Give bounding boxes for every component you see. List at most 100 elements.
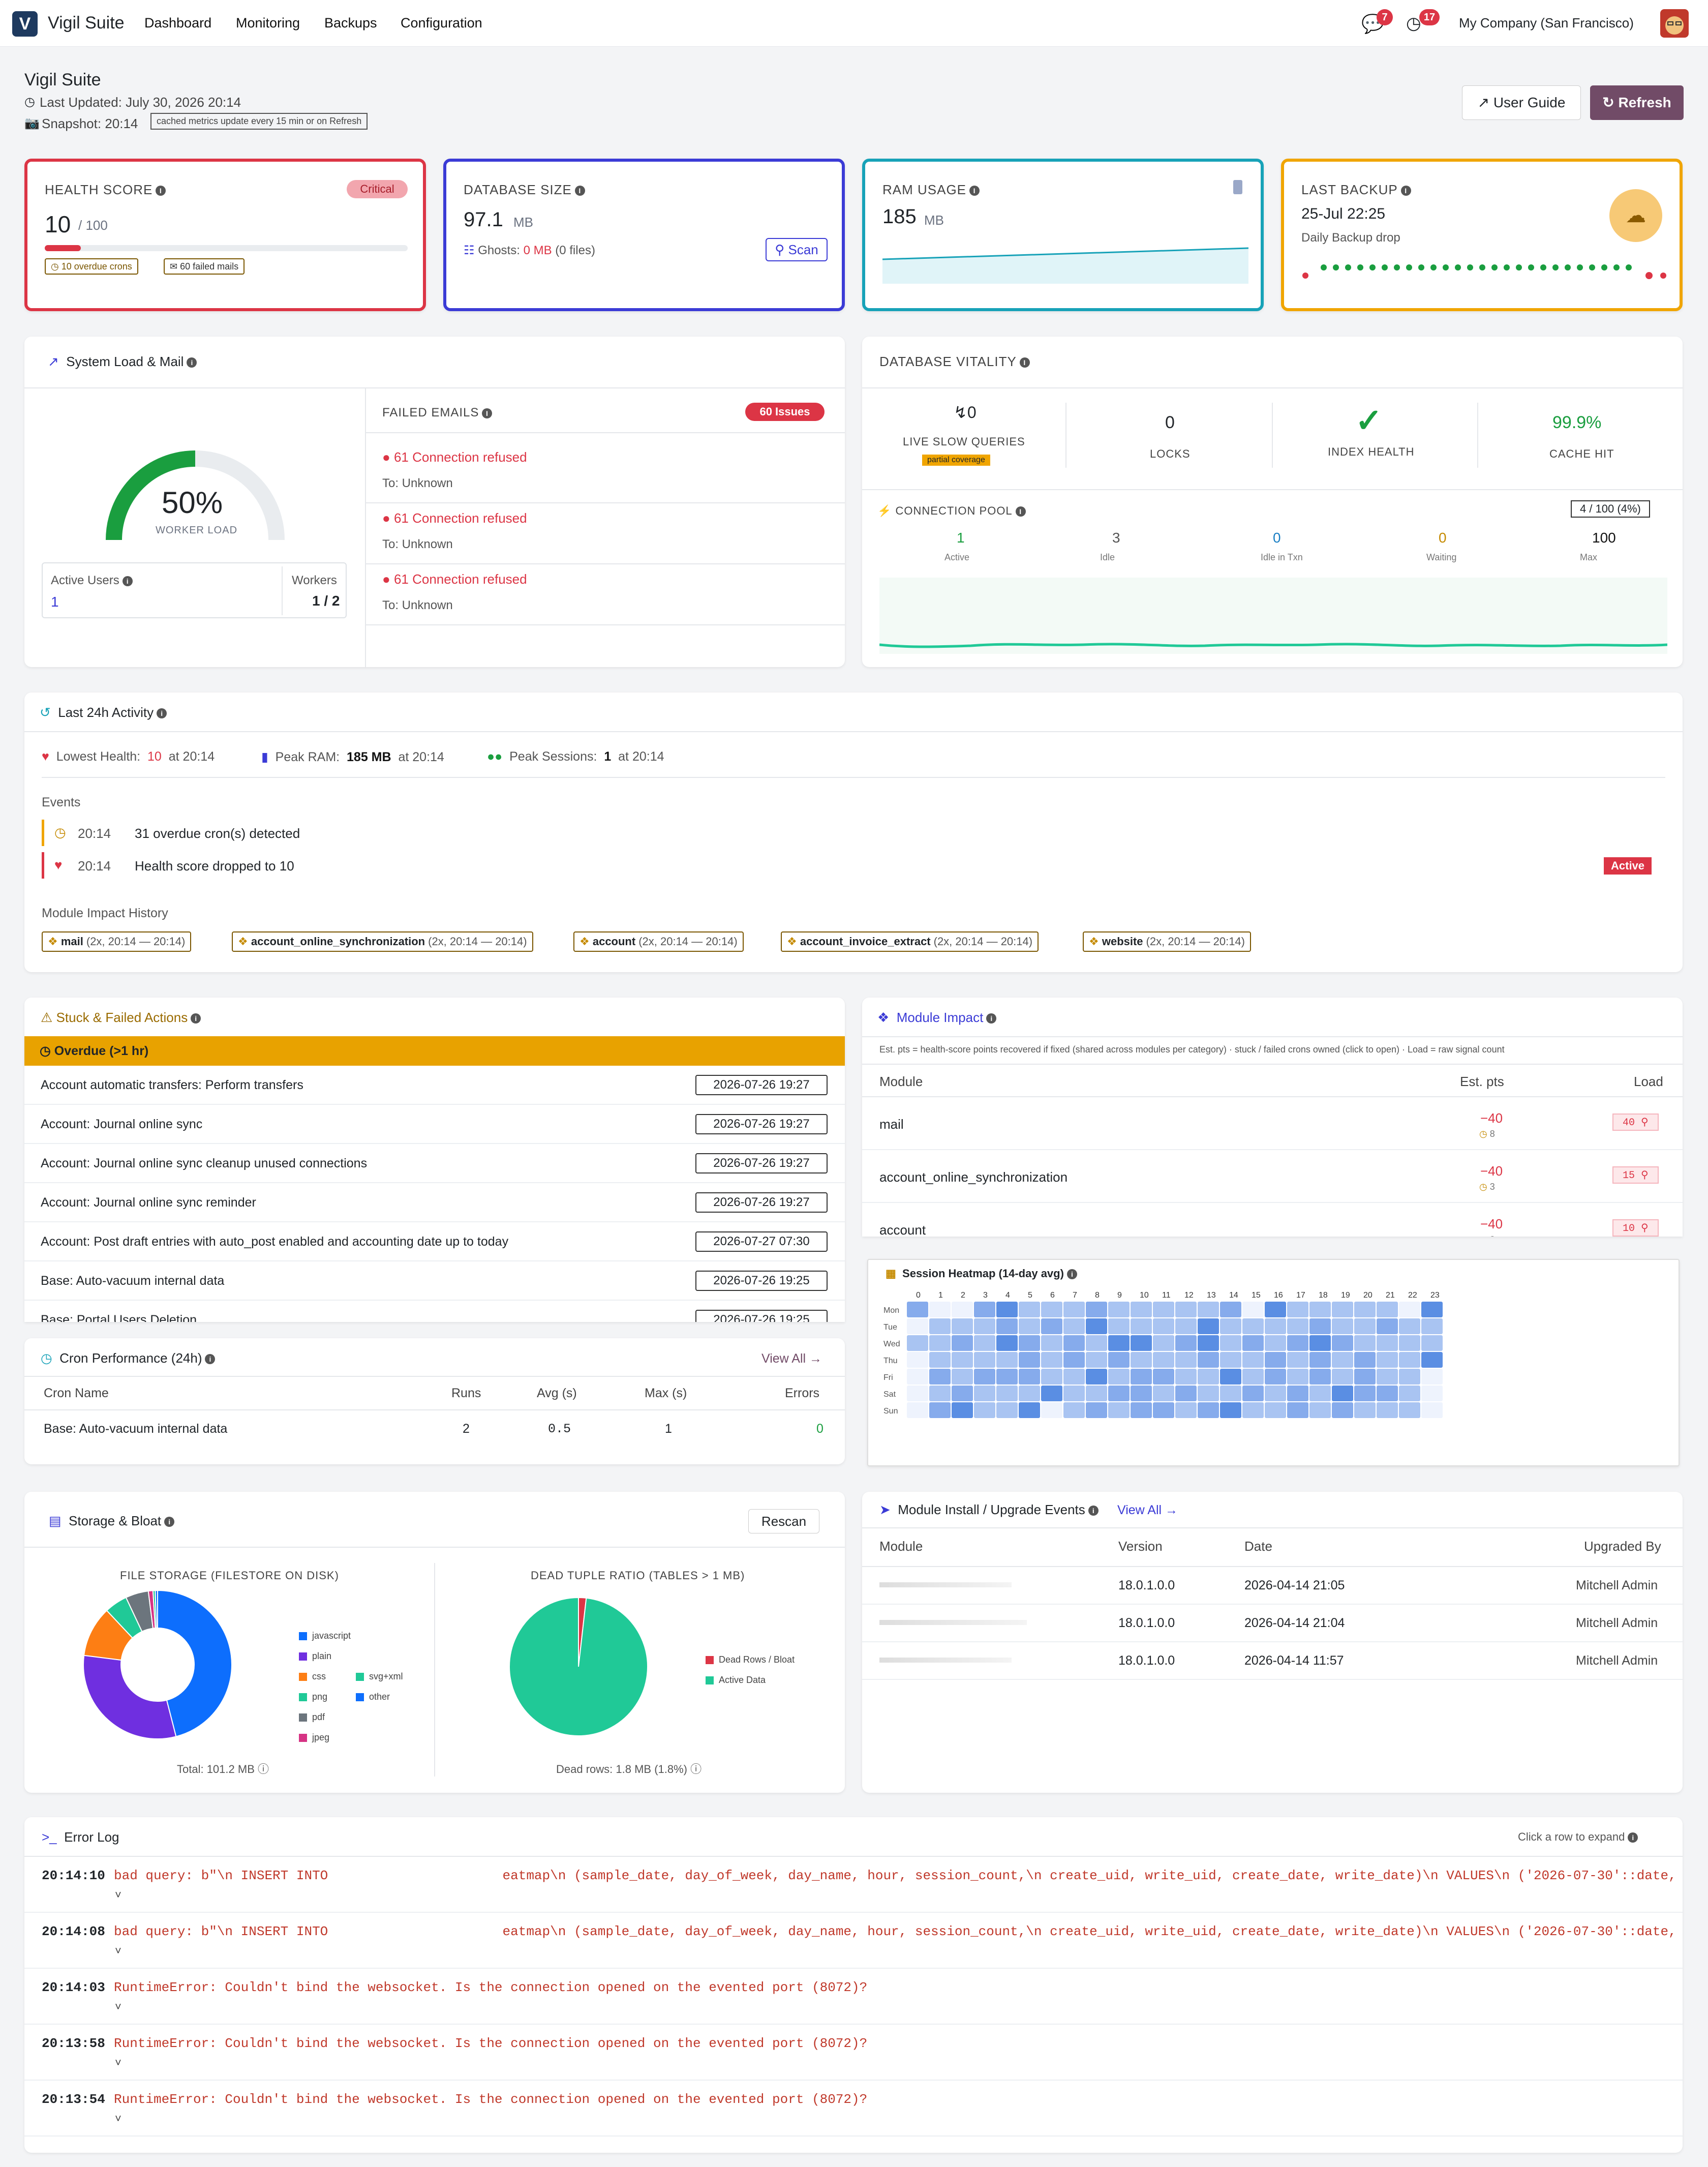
heatmap-cell[interactable] (1063, 1302, 1085, 1317)
legend-item[interactable]: pdf (299, 1712, 325, 1723)
heatmap-cell[interactable] (1063, 1402, 1085, 1418)
heatmap-cell[interactable] (1153, 1352, 1174, 1368)
heatmap-cell[interactable] (1108, 1402, 1130, 1418)
heatmap-cell[interactable] (1153, 1318, 1174, 1334)
heatmap-cell[interactable] (1175, 1369, 1197, 1385)
info-icon[interactable]: i (205, 1354, 216, 1365)
heatmap-cell[interactable] (1108, 1352, 1130, 1368)
heatmap-cell[interactable] (1086, 1352, 1107, 1368)
heatmap-cell[interactable] (1265, 1318, 1286, 1334)
heatmap-cell[interactable] (1332, 1302, 1353, 1317)
failed-email-item[interactable]: ● 61 Connection refused To: Unknown (382, 571, 527, 612)
heatmap-cell[interactable] (1287, 1369, 1308, 1385)
legend-item[interactable]: jpeg (299, 1732, 329, 1743)
module-impact-row[interactable]: account_online_synchronization −40 ◷ 3 15 ⚲ (862, 1150, 1683, 1203)
heatmap-cell[interactable] (1063, 1318, 1085, 1334)
heatmap-cell[interactable] (1108, 1318, 1130, 1334)
heatmap-cell[interactable] (1086, 1302, 1107, 1317)
info-icon[interactable]: i (1019, 357, 1030, 368)
heatmap-cell[interactable] (1086, 1369, 1107, 1385)
heatmap-cell[interactable] (1019, 1369, 1040, 1385)
heatmap-cell[interactable] (1354, 1402, 1376, 1418)
error-log-row[interactable]: 20:13:58 RuntimeError: Couldn't bind the … (24, 2025, 1683, 2081)
heatmap-cell[interactable] (1131, 1318, 1152, 1334)
backup-success-dot[interactable] (1504, 264, 1510, 270)
heatmap-cell[interactable] (1265, 1335, 1286, 1351)
heatmap-cell[interactable] (1377, 1302, 1398, 1317)
backup-success-dot[interactable] (1467, 264, 1473, 270)
heatmap-cell[interactable] (1086, 1386, 1107, 1401)
heatmap-cell[interactable] (1041, 1352, 1062, 1368)
info-icon[interactable]: i (156, 186, 166, 196)
heatmap-cell[interactable] (907, 1335, 928, 1351)
heatmap-cell[interactable] (1198, 1402, 1219, 1418)
heatmap-cell[interactable] (1220, 1369, 1241, 1385)
heatmap-cell[interactable] (1377, 1352, 1398, 1368)
heatmap-cell[interactable] (1019, 1386, 1040, 1401)
heatmap-cell[interactable] (1287, 1335, 1308, 1351)
heatmap-cell[interactable] (1399, 1352, 1420, 1368)
heatmap-cell[interactable] (952, 1318, 973, 1334)
backup-success-dot[interactable] (1601, 264, 1607, 270)
legend-item[interactable]: Dead Rows / Bloat (706, 1654, 795, 1665)
load-badge[interactable]: 40 ⚲ (1612, 1113, 1659, 1131)
info-icon[interactable]: i (482, 408, 493, 418)
info-icon[interactable]: i (191, 1013, 201, 1024)
info-icon[interactable]: i (164, 1517, 175, 1527)
heatmap-cell[interactable] (1086, 1318, 1107, 1334)
heatmap-cell[interactable] (1108, 1386, 1130, 1401)
backup-success-dot[interactable] (1418, 264, 1424, 270)
heatmap-cell[interactable] (1198, 1369, 1219, 1385)
legend-item[interactable]: Active Data (706, 1675, 766, 1686)
info-icon[interactable]: i (574, 186, 585, 196)
heatmap-cell[interactable] (1198, 1318, 1219, 1334)
backup-success-dot[interactable] (1430, 264, 1437, 270)
heatmap-cell[interactable] (1354, 1352, 1376, 1368)
heatmap-cell[interactable] (1242, 1369, 1264, 1385)
heatmap-cell[interactable] (907, 1402, 928, 1418)
heatmap-cell[interactable] (996, 1335, 1018, 1351)
heatmap-cell[interactable] (974, 1369, 995, 1385)
info-icon[interactable]: i (1015, 506, 1026, 517)
heatmap-cell[interactable] (1153, 1386, 1174, 1401)
heatmap-cell[interactable] (929, 1335, 951, 1351)
heatmap-cell[interactable] (1153, 1302, 1174, 1317)
info-icon[interactable]: i (1628, 1832, 1638, 1843)
heatmap-cell[interactable] (1399, 1318, 1420, 1334)
heatmap-cell[interactable] (1332, 1352, 1353, 1368)
heatmap-cell[interactable] (929, 1352, 951, 1368)
failed-mails-tag[interactable]: ✉ 60 failed mails (164, 258, 245, 275)
heatmap-cell[interactable] (1220, 1352, 1241, 1368)
heatmap-cell[interactable] (1309, 1369, 1331, 1385)
backup-success-dot[interactable] (1552, 264, 1559, 270)
upgrade-event-row[interactable]: 18.0.1.0.0 2026-04-14 21:04 Mitchell Admin (862, 1605, 1683, 1642)
heatmap-cell[interactable] (1287, 1386, 1308, 1401)
cron-view-all-link[interactable]: View All → (761, 1351, 822, 1366)
legend-item[interactable]: png (299, 1692, 327, 1702)
heatmap-cell[interactable] (1421, 1302, 1443, 1317)
heatmap-cell[interactable] (1086, 1335, 1107, 1351)
module-impact-chip[interactable]: ❖ account (2x, 20:14 — 20:14) (573, 931, 744, 952)
heatmap-cell[interactable] (1063, 1335, 1085, 1351)
heatmap-cell[interactable] (1399, 1402, 1420, 1418)
heatmap-cell[interactable] (1309, 1386, 1331, 1401)
overdue-cron-row[interactable]: Account: Journal online sync reminder 202… (24, 1183, 845, 1222)
heatmap-cell[interactable] (1421, 1335, 1443, 1351)
backup-success-dot[interactable] (1491, 264, 1498, 270)
heatmap-cell[interactable] (1041, 1402, 1062, 1418)
heatmap-cell[interactable] (996, 1369, 1018, 1385)
heatmap-cell[interactable] (974, 1335, 995, 1351)
heatmap-cell[interactable] (929, 1369, 951, 1385)
refresh-button[interactable]: ↻ Refresh (1590, 85, 1684, 120)
heatmap-cell[interactable] (1265, 1352, 1286, 1368)
company-switcher[interactable]: My Company (San Francisco) (1459, 15, 1634, 31)
heatmap-cell[interactable] (929, 1318, 951, 1334)
upgrade-event-row[interactable]: 18.0.1.0.0 2026-04-14 11:57 Mitchell Admin (862, 1642, 1683, 1680)
backup-success-dot[interactable] (1626, 264, 1632, 270)
backup-success-dot[interactable] (1443, 264, 1449, 270)
heatmap-cell[interactable] (1332, 1402, 1353, 1418)
user-guide-button[interactable]: ↗ User Guide (1462, 85, 1581, 120)
table-row[interactable]: Base: Auto-vacuum internal data 2 0.5 1 … (44, 1422, 824, 1436)
heatmap-cell[interactable] (1265, 1302, 1286, 1317)
heatmap-cell[interactable] (1354, 1302, 1376, 1317)
